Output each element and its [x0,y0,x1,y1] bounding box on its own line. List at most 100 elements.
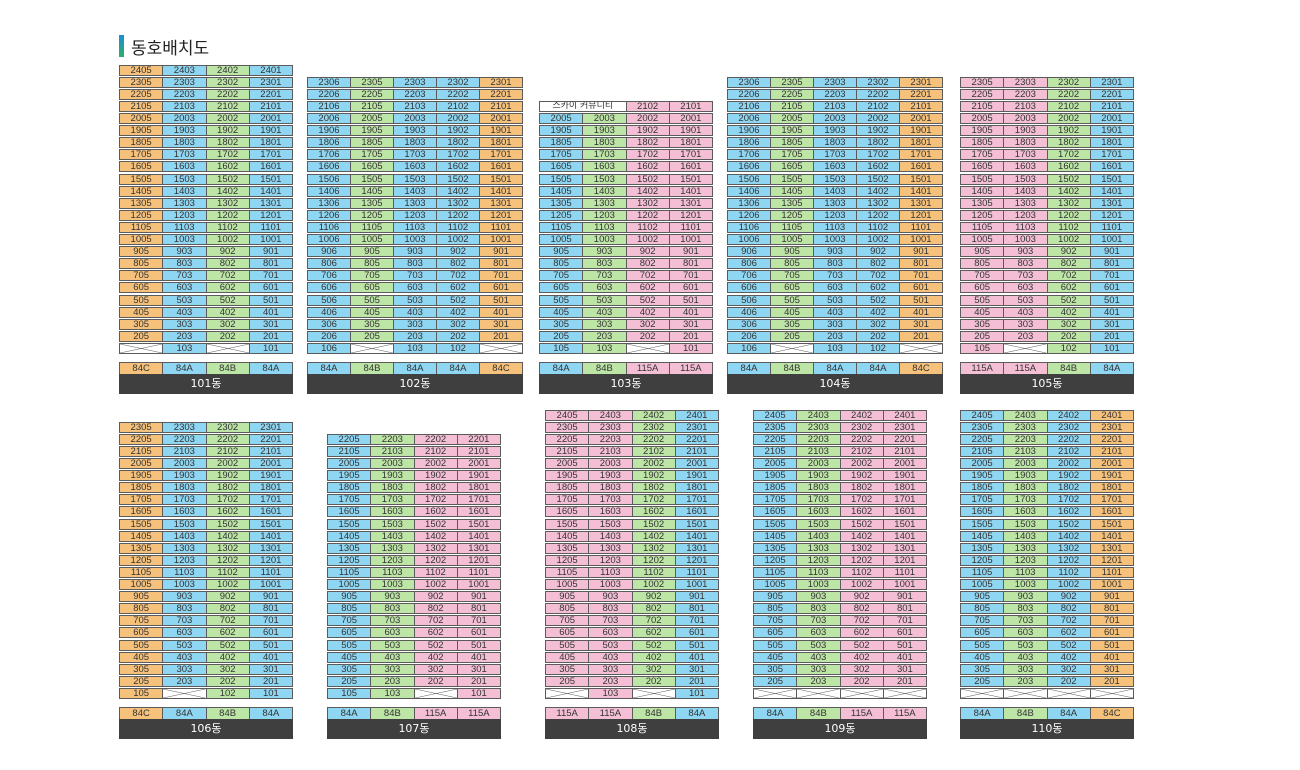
unit-cell[interactable]: 602 [1046,627,1091,639]
unit-cell[interactable]: 1203 [582,209,627,221]
unit-cell[interactable]: 805 [119,258,164,270]
unit-cell[interactable]: 705 [327,615,372,627]
unit-cell[interactable]: 2002 [631,458,676,469]
unit-cell[interactable]: 305 [119,663,164,675]
unit-cell[interactable]: 201 [479,330,523,342]
unit-cell[interactable]: 1703 [582,149,627,161]
unit-cell[interactable]: 103 [588,687,633,699]
unit-cell[interactable]: 103 [393,342,437,354]
unit-cell[interactable]: 2002 [1046,458,1091,469]
unit-cell[interactable]: 401 [674,651,719,663]
unit-cell[interactable]: 1601 [899,161,943,173]
unit-cell[interactable]: 1103 [1003,566,1048,578]
unit-cell[interactable]: 1701 [456,494,501,506]
unit-cell[interactable]: 802 [436,258,480,270]
unit-cell[interactable]: 2402 [839,409,884,421]
unit-cell[interactable]: 602 [1046,282,1091,294]
unit-cell[interactable]: 2103 [1003,445,1048,457]
unit-cell[interactable]: 605 [350,282,394,294]
unit-cell[interactable]: 705 [960,615,1005,627]
unit-cell[interactable]: 2303 [796,421,841,433]
unit-cell[interactable]: 1503 [370,518,415,530]
unit-cell[interactable]: 302 [1046,663,1091,675]
unit-cell[interactable]: 401 [882,651,927,663]
unit-cell[interactable]: 1406 [307,185,351,197]
unit-cell[interactable]: 1903 [1003,470,1048,482]
unit-cell[interactable]: 1901 [899,125,943,137]
unit-cell[interactable]: 2301 [248,421,293,433]
unit-cell[interactable]: 805 [350,258,394,270]
unit-cell[interactable]: 1306 [727,197,771,209]
unit-cell[interactable]: 2005 [753,458,798,469]
unit-cell[interactable]: 103 [813,342,857,354]
unit-cell[interactable]: 201 [1089,675,1134,687]
unit-cell[interactable]: 1801 [899,137,943,149]
unit-cell[interactable]: 1701 [1089,494,1134,506]
unit-cell[interactable]: 1502 [1046,518,1091,530]
unit-cell[interactable]: 2305 [770,76,814,88]
unit-cell[interactable]: 1103 [162,221,207,233]
unit-cell[interactable]: 1502 [413,518,458,530]
unit-cell[interactable]: 1003 [370,579,415,590]
unit-cell[interactable]: 1001 [1089,234,1134,245]
unit-cell[interactable]: 605 [327,627,372,639]
unit-cell[interactable]: 1501 [456,518,501,530]
unit-cell[interactable]: 1103 [796,566,841,578]
unit-cell[interactable]: 2002 [205,458,250,469]
unit-cell[interactable]: 1903 [393,125,437,137]
unit-cell[interactable]: 1501 [248,173,293,185]
unit-cell[interactable]: 205 [327,675,372,687]
unit-cell[interactable]: 1201 [882,554,927,566]
unit-cell[interactable]: 1503 [1003,173,1048,185]
unit-cell[interactable]: 702 [839,615,884,627]
unit-cell[interactable]: 606 [727,282,771,294]
unit-cell[interactable]: 1903 [370,470,415,482]
unit-cell[interactable]: 1603 [813,161,857,173]
unit-cell[interactable]: 703 [582,270,627,282]
unit-cell[interactable]: 2405 [545,409,590,421]
unit-cell[interactable]: 205 [960,675,1005,687]
unit-cell[interactable]: 405 [119,306,164,318]
unit-cell[interactable]: 2302 [856,76,900,88]
unit-cell[interactable]: 402 [856,306,900,318]
unit-cell[interactable]: 702 [625,270,670,282]
unit-cell[interactable]: 1703 [588,494,633,506]
unit-cell[interactable]: 905 [119,591,164,603]
unit-cell[interactable]: 405 [119,651,164,663]
unit-cell[interactable]: 1102 [413,566,458,578]
unit-cell[interactable]: 1202 [839,554,884,566]
unit-cell[interactable]: 205 [119,675,164,687]
unit-cell[interactable]: 505 [960,294,1005,306]
unit-cell[interactable]: 2002 [856,113,900,124]
unit-cell[interactable]: 1205 [119,209,164,221]
unit-cell[interactable]: 2102 [856,100,900,112]
unit-cell[interactable]: 501 [248,639,293,651]
unit-cell[interactable]: 701 [668,270,713,282]
unit-cell[interactable]: 2203 [1003,433,1048,445]
unit-cell[interactable]: 903 [1003,246,1048,258]
unit-cell[interactable]: 503 [162,294,207,306]
unit-cell[interactable]: 901 [668,246,713,258]
unit-cell[interactable]: 201 [1089,330,1134,342]
unit-cell[interactable]: 901 [479,246,523,258]
unit-cell[interactable]: 1005 [327,579,372,590]
unit-cell[interactable]: 1503 [813,173,857,185]
unit-cell[interactable]: 901 [882,591,927,603]
unit-cell[interactable]: 2202 [1046,433,1091,445]
unit-cell[interactable]: 1801 [479,137,523,149]
unit-cell[interactable]: 1102 [839,566,884,578]
unit-cell[interactable]: 1301 [248,197,293,209]
unit-cell[interactable]: 803 [162,258,207,270]
unit-cell[interactable]: 2301 [479,76,523,88]
unit-cell[interactable]: 1303 [1003,542,1048,554]
unit-cell[interactable]: 1106 [307,221,351,233]
unit-cell[interactable]: 402 [625,306,670,318]
unit-cell[interactable]: 1103 [162,566,207,578]
unit-cell[interactable]: 1005 [960,234,1005,245]
unit-cell[interactable]: 2103 [393,100,437,112]
unit-cell[interactable]: 1002 [631,579,676,590]
unit-cell[interactable]: 702 [413,615,458,627]
unit-cell[interactable]: 1602 [631,506,676,518]
unit-cell[interactable]: 1102 [205,566,250,578]
unit-cell[interactable]: 1405 [753,530,798,542]
